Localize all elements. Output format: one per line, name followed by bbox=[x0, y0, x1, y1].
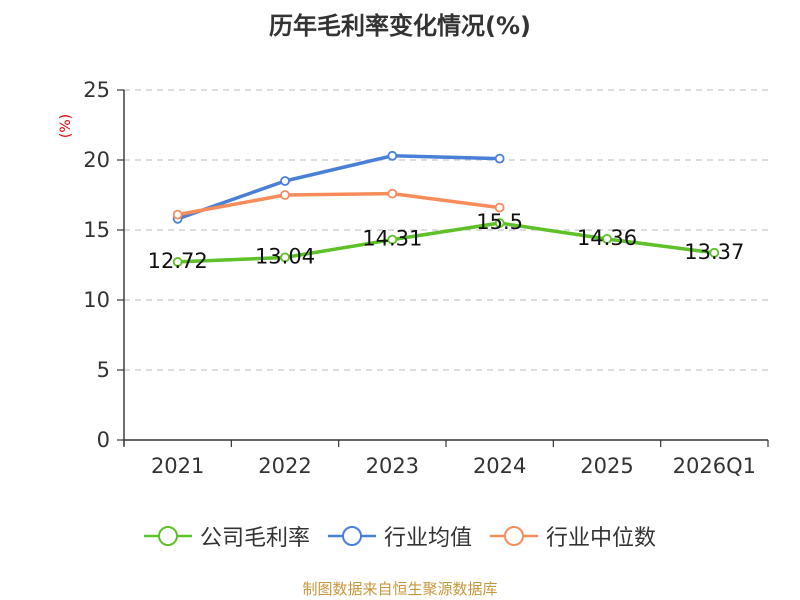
data-point bbox=[494, 153, 505, 164]
source-note: 制图数据来自恒生聚源数据库 bbox=[302, 580, 498, 598]
x-tick-label: 2022 bbox=[258, 454, 311, 478]
x-tick-label: 2024 bbox=[473, 454, 526, 478]
y-tick-label: 10 bbox=[83, 288, 110, 312]
y-axis-label: (%) bbox=[58, 114, 74, 138]
data-label: 14.31 bbox=[362, 227, 422, 251]
x-tick-label: 2026Q1 bbox=[673, 454, 756, 478]
x-tick-label: 2025 bbox=[580, 454, 633, 478]
data-label: 13.04 bbox=[255, 244, 315, 268]
data-point bbox=[387, 188, 398, 199]
legend: 公司毛利率 行业均值 行业中位数 bbox=[0, 520, 800, 552]
y-tick-label: 25 bbox=[83, 78, 110, 102]
data-label: 13.37 bbox=[684, 240, 744, 264]
data-point bbox=[494, 218, 505, 228]
data-point bbox=[602, 234, 612, 244]
data-point bbox=[280, 190, 290, 200]
data-point bbox=[387, 234, 398, 245]
legend-item[interactable]: 公司毛利率 bbox=[143, 520, 310, 552]
series-line bbox=[175, 191, 502, 217]
y-tick-label: 20 bbox=[83, 148, 110, 172]
data-point bbox=[280, 252, 290, 263]
data-point bbox=[172, 209, 183, 220]
legend-label: 公司毛利率 bbox=[199, 526, 310, 551]
y-tick-label: 5 bbox=[97, 358, 110, 382]
x-tick-label: 2021 bbox=[151, 454, 204, 478]
x-tick-label: 2023 bbox=[366, 454, 419, 478]
legend-label: 行业中位数 bbox=[546, 526, 657, 551]
legend-item[interactable]: 行业中位数 bbox=[490, 520, 656, 552]
chart-title: 历年毛利率变化情况(%) bbox=[269, 12, 531, 40]
legend-item[interactable]: 行业均值 bbox=[327, 520, 472, 552]
data-point bbox=[280, 176, 290, 186]
label-layer: 12.72 13.04 14.31 15.5 14.36 13.37 bbox=[148, 210, 745, 273]
series-line bbox=[175, 154, 502, 221]
series-line bbox=[175, 221, 717, 264]
data-point bbox=[172, 257, 183, 267]
legend-marker-icon bbox=[327, 526, 376, 546]
data-point bbox=[387, 150, 398, 161]
data-label: 12.72 bbox=[148, 249, 208, 273]
legend-marker-icon bbox=[490, 526, 538, 546]
data-label: 14.36 bbox=[577, 226, 637, 250]
legend-marker-icon bbox=[143, 526, 192, 546]
data-point bbox=[494, 202, 505, 213]
y-tick-label: 15 bbox=[83, 218, 110, 242]
legend-label: 行业均值 bbox=[383, 526, 472, 551]
data-point bbox=[709, 247, 720, 258]
data-label: 15.5 bbox=[476, 210, 523, 234]
series-layer bbox=[172, 150, 720, 267]
y-tick-label: 0 bbox=[97, 428, 110, 452]
